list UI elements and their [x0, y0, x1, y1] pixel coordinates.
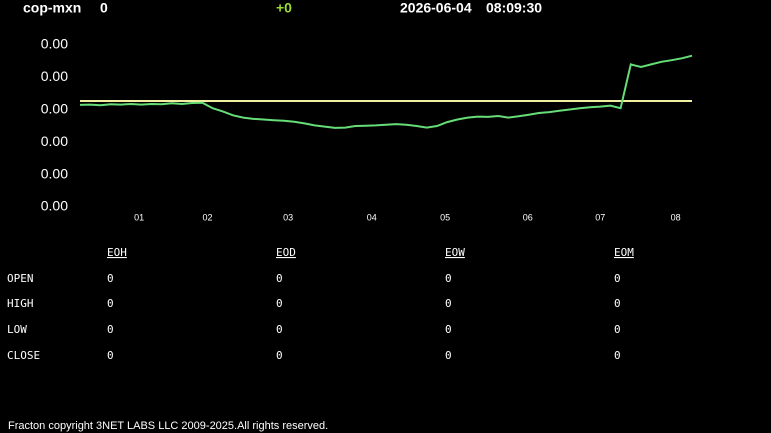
cell: 0 [614, 349, 621, 362]
cell: 0 [276, 323, 283, 336]
row-label: OPEN [7, 272, 34, 285]
price: 0 [100, 0, 108, 16]
y-tick-label: 0.00 [41, 101, 68, 117]
row-label: CLOSE [7, 349, 40, 362]
column-header: EOM [614, 246, 634, 259]
x-tick-label: 01 [134, 212, 144, 222]
column-header: EOD [276, 246, 296, 259]
cell: 0 [276, 297, 283, 310]
x-tick-label: 08 [671, 212, 681, 222]
cell: 0 [107, 323, 114, 336]
x-tick-label: 05 [440, 212, 450, 222]
row-label: HIGH [7, 297, 34, 310]
x-tick-label: 03 [283, 212, 293, 222]
y-tick-label: 0.00 [41, 133, 68, 149]
cell: 0 [614, 297, 621, 310]
y-tick-label: 0.00 [41, 36, 68, 52]
footer: Fracton copyright 3NET LABS LLC 2009-202… [8, 420, 328, 432]
cell: 0 [107, 349, 114, 362]
cell: 0 [445, 272, 452, 285]
price-line [79, 54, 693, 129]
x-tick-label: 07 [595, 212, 605, 222]
x-tick-label: 02 [202, 212, 212, 222]
symbol: cop-mxn [23, 0, 81, 16]
column-header: EOW [445, 246, 465, 259]
date: 2026-06-04 [400, 0, 472, 16]
y-tick-label: 0.00 [41, 198, 68, 214]
cell: 0 [614, 323, 621, 336]
x-tick-label: 06 [523, 212, 533, 222]
change: +0 [276, 0, 292, 16]
column-header: EOH [107, 246, 127, 259]
y-tick-label: 0.00 [41, 165, 68, 181]
cell: 0 [276, 272, 283, 285]
cell: 0 [107, 297, 114, 310]
cell: 0 [614, 272, 621, 285]
cell: 0 [445, 349, 452, 362]
y-tick-label: 0.00 [41, 68, 68, 84]
time: 08:09:30 [486, 0, 542, 16]
cell: 0 [445, 323, 452, 336]
x-tick-label: 04 [367, 212, 377, 222]
cell: 0 [276, 349, 283, 362]
cell: 0 [445, 297, 452, 310]
row-label: LOW [7, 323, 27, 336]
cell: 0 [107, 272, 114, 285]
